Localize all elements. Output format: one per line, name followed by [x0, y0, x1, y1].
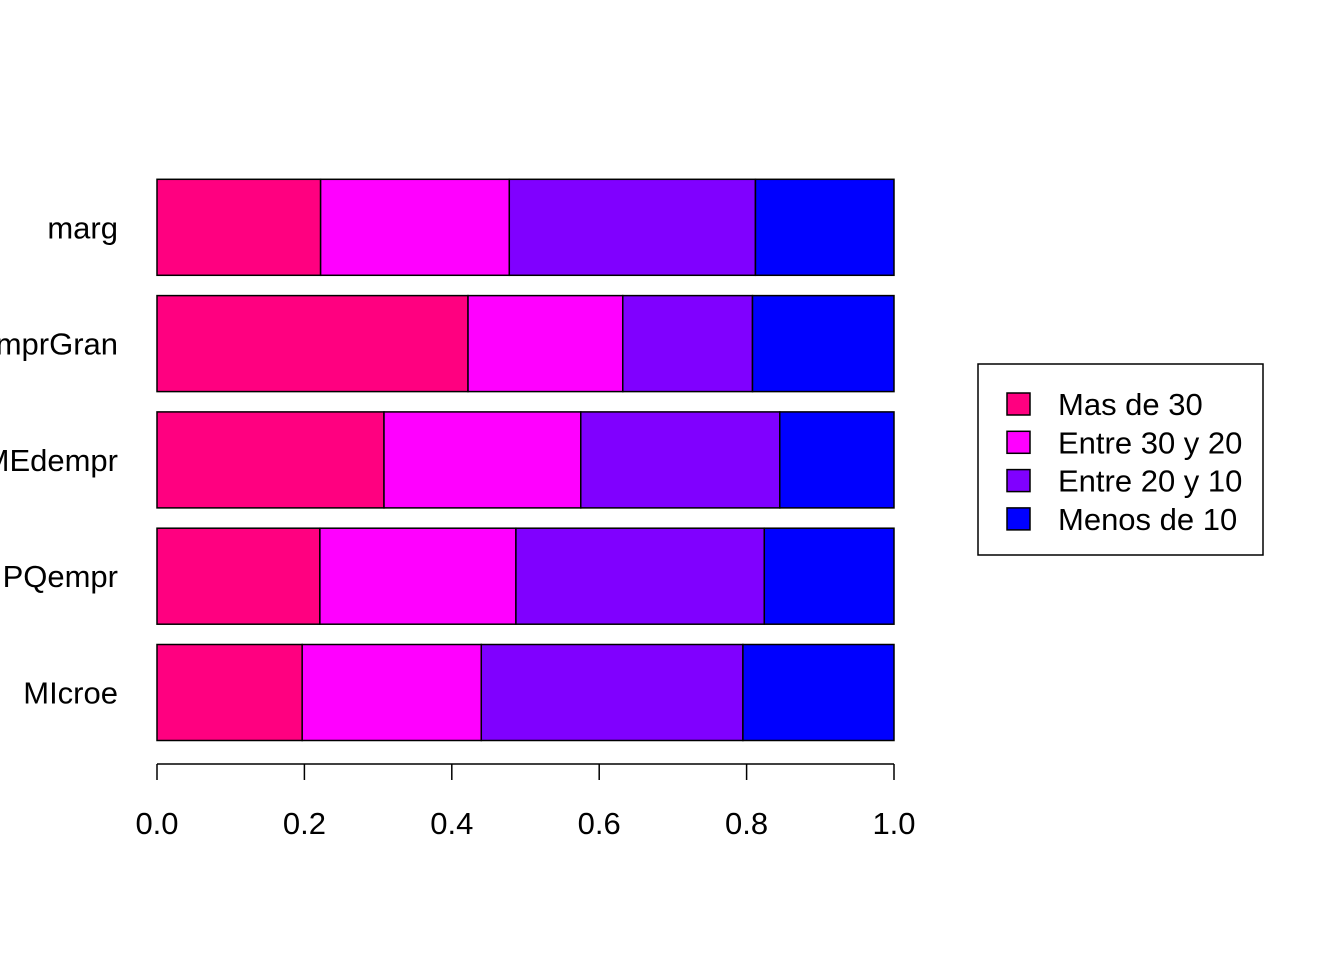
bar-segment-marg-entre-30-y-20 [319, 178, 511, 277]
bar-segment-pqempr-mas-de-30 [156, 527, 321, 625]
x-tick-label: 0.2 [283, 806, 326, 841]
bar-segment-microe-entre-20-y-10 [480, 643, 744, 742]
bar-segment-medempr-entre-20-y-10 [580, 411, 781, 509]
bar-segment-microe-mas-de-30 [156, 643, 303, 742]
legend-label: Entre 30 y 20 [1058, 425, 1242, 460]
legend-label: Mas de 30 [1058, 387, 1203, 422]
legend-swatch-entre-20-y-10 [1006, 468, 1031, 493]
bar-segment-pqempr-menos-de-10 [763, 527, 895, 625]
bar-segment-emprgran-entre-20-y-10 [622, 294, 754, 393]
bar-segment-medempr-mas-de-30 [156, 411, 385, 509]
x-tick-label: 0.8 [725, 806, 768, 841]
bar-segment-emprgran-mas-de-30 [156, 294, 469, 393]
bars-group [156, 178, 895, 742]
category-label: MIcroe [23, 676, 118, 711]
legend-label: Menos de 10 [1058, 502, 1237, 537]
bar-segment-medempr-menos-de-10 [779, 411, 895, 509]
bar-segment-marg-mas-de-30 [156, 178, 322, 277]
legend-label: Entre 20 y 10 [1058, 464, 1242, 499]
x-tick-label: 0.0 [135, 806, 178, 841]
category-label: PQempr [3, 559, 118, 594]
category-label: marg [47, 210, 118, 245]
legend-swatch-entre-30-y-20 [1006, 430, 1031, 455]
bar-segment-marg-menos-de-10 [754, 178, 895, 277]
bar-segment-pqempr-entre-20-y-10 [515, 527, 766, 625]
category-labels: MIcroe PQempr MEdempr EmprGran marg [0, 210, 118, 710]
x-tick-label: 0.6 [578, 806, 621, 841]
bar-segment-marg-entre-20-y-10 [508, 178, 757, 277]
category-label: MEdempr [0, 443, 118, 478]
bar-segment-pqempr-entre-30-y-20 [319, 527, 517, 625]
x-tick-label: 1.0 [872, 806, 915, 841]
bar-segment-emprgran-entre-30-y-20 [467, 294, 624, 393]
bar-segment-medempr-entre-30-y-20 [383, 411, 582, 509]
legend-swatch-menos-de-10 [1006, 507, 1031, 531]
bar-segment-microe-entre-30-y-20 [301, 643, 483, 742]
x-axis: 0.0 0.2 0.4 0.6 0.8 1.0 [135, 763, 916, 841]
bar-segment-emprgran-menos-de-10 [751, 294, 895, 393]
x-tick-label: 0.4 [430, 806, 473, 841]
category-label: EmprGran [0, 327, 118, 362]
bar-segment-microe-menos-de-10 [742, 643, 895, 742]
legend-swatch-mas-de-30 [1006, 392, 1031, 416]
